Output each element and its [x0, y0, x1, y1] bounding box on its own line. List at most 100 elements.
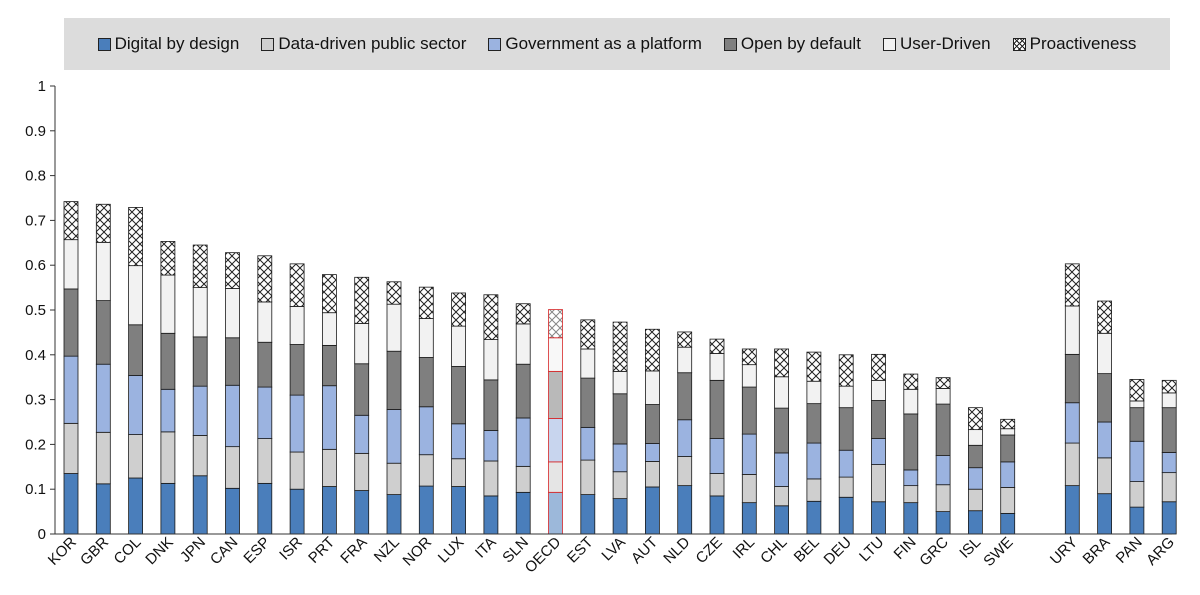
bar-segment-ita-government-as-a-platform	[483, 430, 499, 462]
bar-segment-swe-data-driven-public-sector	[1000, 487, 1016, 514]
legend: Digital by design Data-driven public sect…	[64, 18, 1170, 70]
bar-segment-bra-government-as-a-platform	[1097, 421, 1112, 459]
bar-segment-ury-data-driven-public-sector	[1064, 442, 1080, 487]
legend-swatch	[488, 37, 502, 51]
y-tick-label: 0.6	[25, 257, 46, 274]
x-tick-label: FIN	[891, 534, 920, 563]
bar-segment-sln-digital-by-design	[515, 491, 531, 535]
x-tick-label: ESP	[240, 534, 273, 567]
bar-segment-lux-user-driven	[451, 325, 467, 367]
bar-segment-dnk-government-as-a-platform	[160, 388, 176, 433]
bar-segment-oecd-data-driven-public-sector	[548, 461, 563, 493]
bar-segment-lva-open-by-default	[612, 393, 628, 445]
legend-label: Digital by design	[114, 34, 240, 53]
bar-segment-oecd-government-as-a-platform	[548, 418, 563, 463]
bar-segment-bel-user-driven	[806, 380, 822, 405]
bar-segment-cze-user-driven	[709, 353, 725, 381]
bar-segment-aut-user-driven	[645, 370, 660, 405]
bar-segment-fin-government-as-a-platform	[903, 469, 919, 487]
bar-segment-grc-digital-by-design	[935, 511, 951, 535]
y-tick-label: 0.4	[25, 347, 46, 364]
bar-segment-gbr-digital-by-design	[95, 483, 111, 535]
bar-segment-isr-digital-by-design	[289, 488, 305, 535]
y-tick-label: 0.1	[25, 481, 46, 498]
bar-segment-fra-open-by-default	[354, 363, 370, 416]
bar-segment-isl-open-by-default	[968, 444, 983, 469]
x-tick-label: FRA	[337, 534, 370, 567]
y-tick-label: 0.2	[25, 436, 46, 453]
bar-segment-ltu-open-by-default	[871, 400, 886, 439]
bar-segment-grc-user-driven	[935, 387, 951, 405]
bar-segment-esp-data-driven-public-sector	[257, 438, 273, 484]
y-tick-label: 0.5	[25, 302, 46, 319]
bar-segment-irl-data-driven-public-sector	[741, 474, 757, 504]
bar-segment-pan-data-driven-public-sector	[1129, 481, 1145, 508]
bar-segment-can-government-as-a-platform	[225, 384, 240, 448]
bars	[63, 201, 1177, 535]
bar-segment-jpn-user-driven	[192, 287, 208, 338]
bar-segment-can-digital-by-design	[225, 487, 240, 535]
bar-segment-arg-government-as-a-platform	[1161, 452, 1177, 474]
bar-segment-esp-government-as-a-platform	[257, 386, 273, 439]
bar-segment-gbr-proactiveness	[95, 203, 111, 243]
legend-label: Proactiveness	[1029, 34, 1137, 53]
bar-segment-arg-user-driven	[1161, 392, 1177, 409]
x-tick-label: IRL	[730, 534, 759, 563]
y-axis: 0 0.1 0.2 0.3 0.4 0.5 0.6 0.7 0.8 0.9 1	[25, 78, 56, 543]
bar-segment-ita-digital-by-design	[483, 495, 499, 535]
x-tick-label: CAN	[207, 534, 241, 568]
x-tick-label: SWE	[980, 534, 1016, 570]
y-tick-label: 1	[38, 78, 46, 95]
bar-segment-arg-open-by-default	[1161, 407, 1177, 453]
bar-segment-oecd-open-by-default	[548, 370, 563, 419]
bar-segment-nld-digital-by-design	[677, 485, 693, 535]
bar-segment-swe-open-by-default	[1000, 434, 1016, 463]
bar-segment-ury-open-by-default	[1064, 353, 1080, 404]
x-tick-label: EST	[564, 534, 597, 567]
bar-segment-deu-digital-by-design	[838, 496, 854, 535]
bar-segment-pan-open-by-default	[1129, 407, 1145, 442]
bar-segment-aut-open-by-default	[645, 404, 660, 444]
bar-segment-prt-digital-by-design	[321, 486, 337, 535]
bar-segment-swe-government-as-a-platform	[1000, 461, 1016, 488]
bar-segment-swe-digital-by-design	[1000, 512, 1016, 535]
bar-segment-esp-digital-by-design	[257, 482, 273, 535]
legend-label: Government as a platform	[505, 34, 702, 53]
bar-segment-swe-proactiveness	[1000, 418, 1016, 430]
bar-segment-dnk-data-driven-public-sector	[160, 431, 176, 484]
x-tick-label: CZE	[693, 534, 726, 567]
bar-segment-kor-data-driven-public-sector	[63, 422, 79, 474]
bar-segment-isr-open-by-default	[289, 344, 305, 396]
bar-segment-est-proactiveness	[580, 319, 596, 350]
bar-segment-sln-proactiveness	[515, 303, 531, 325]
bar-segment-jpn-government-as-a-platform	[192, 385, 208, 436]
y-tick-label: 0.7	[25, 212, 46, 229]
x-tick-label: AUT	[628, 534, 661, 567]
legend-swatch	[97, 37, 111, 51]
bar-segment-nzl-digital-by-design	[386, 494, 402, 535]
bar-segment-nld-data-driven-public-sector	[677, 456, 693, 487]
bar-segment-bra-data-driven-public-sector	[1097, 457, 1112, 495]
bar-segment-isr-data-driven-public-sector	[289, 451, 305, 490]
bar-segment-bel-proactiveness	[806, 351, 822, 382]
bar-segment-cze-data-driven-public-sector	[709, 473, 725, 497]
legend-item-user-driven: User-Driven	[882, 34, 991, 54]
bar-segment-prt-government-as-a-platform	[321, 385, 337, 450]
bar-segment-fra-proactiveness	[354, 276, 370, 324]
bar-segment-prt-proactiveness	[321, 274, 337, 314]
bar-segment-nor-government-as-a-platform	[418, 406, 434, 456]
bar-segment-jpn-open-by-default	[192, 336, 208, 387]
bar-segment-grc-government-as-a-platform	[935, 455, 951, 486]
bar-segment-isl-data-driven-public-sector	[968, 488, 983, 512]
y-tick-label: 0.9	[25, 123, 46, 140]
bar-segment-kor-open-by-default	[63, 288, 79, 357]
bar-segment-arg-proactiveness	[1161, 379, 1177, 394]
bar-segment-nor-digital-by-design	[418, 485, 434, 535]
x-tick-label: OECD	[522, 534, 565, 577]
bar-segment-isl-digital-by-design	[968, 510, 983, 535]
bar-segment-ltu-user-driven	[871, 379, 886, 401]
y-tick-label: 0.8	[25, 168, 46, 185]
bar-segment-prt-open-by-default	[321, 344, 337, 387]
bar-segment-bel-digital-by-design	[806, 500, 822, 535]
